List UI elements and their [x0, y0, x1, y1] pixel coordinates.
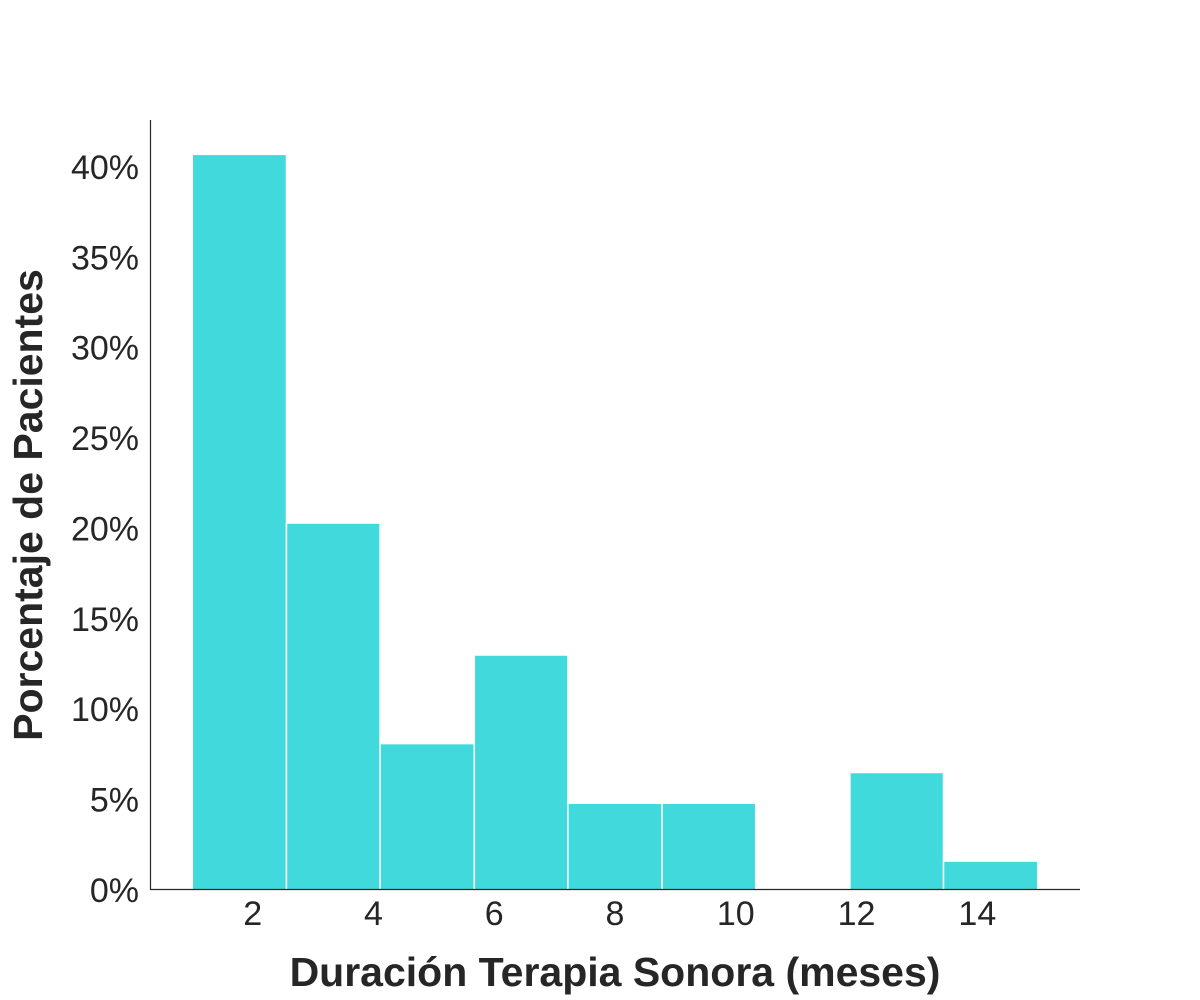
y-tick-label: 35%	[71, 239, 139, 277]
bars-group	[191, 153, 1039, 891]
y-tick-label: 25%	[71, 420, 139, 458]
x-tick-label: 4	[364, 895, 383, 933]
histogram-bar-5	[661, 802, 757, 891]
x-tick-label: 10	[717, 895, 755, 933]
x-axis-title: Duración Terapia Sonora (meses)	[290, 949, 941, 995]
y-tick-label: 15%	[71, 601, 139, 639]
y-tick-labels: 0% 5% 10% 15% 20% 25% 30% 35% 40%	[71, 149, 139, 910]
histogram-bar-4	[567, 802, 663, 891]
y-tick-label: 10%	[71, 691, 139, 729]
histogram-bar-8	[942, 860, 1039, 891]
x-tick-label: 8	[606, 895, 625, 933]
y-tick-label: 30%	[71, 330, 139, 368]
x-tick-label: 12	[838, 895, 876, 933]
x-tick-labels: 2 4 6 8 10 12 14	[243, 895, 996, 933]
y-tick-label: 0%	[90, 872, 139, 910]
histogram-bar-3	[473, 654, 569, 891]
y-axis-title: Porcentaje de Pacientes	[5, 269, 51, 741]
y-tick-label: 40%	[71, 149, 139, 187]
x-tick-label: 2	[243, 895, 262, 933]
histogram-bar-0	[191, 153, 288, 891]
x-tick-label: 14	[958, 895, 996, 933]
histogram-bar-7	[849, 771, 945, 891]
y-tick-label: 5%	[90, 782, 139, 820]
x-tick-label: 6	[485, 895, 504, 933]
histogram-bar-1	[285, 522, 381, 891]
y-tick-label: 20%	[71, 510, 139, 548]
histogram-bar-2	[379, 742, 476, 891]
